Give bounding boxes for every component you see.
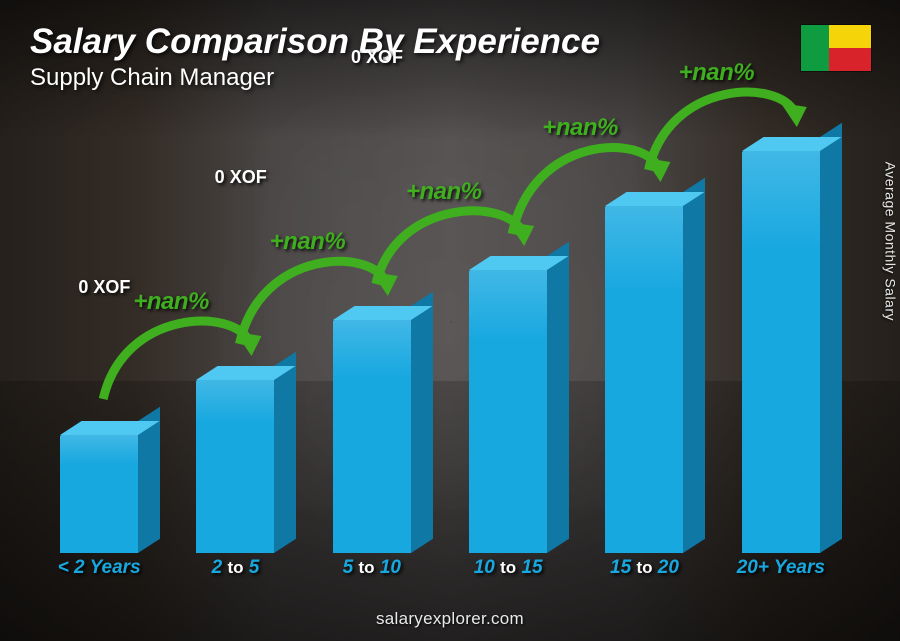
- footer-credit: salaryexplorer.com: [0, 609, 900, 629]
- flag-stripe-bottom-right: [829, 48, 871, 71]
- bar-chart: 0 XOF0 XOF0 XOF0 XOF0 XOF0 XOF < 2 Years…: [40, 130, 840, 589]
- flag-stripe-top-right: [829, 25, 871, 48]
- delta-label: +nan%: [679, 59, 755, 87]
- y-axis-label: Average Monthly Salary: [882, 161, 898, 320]
- increase-arrow-icon: [40, 130, 840, 589]
